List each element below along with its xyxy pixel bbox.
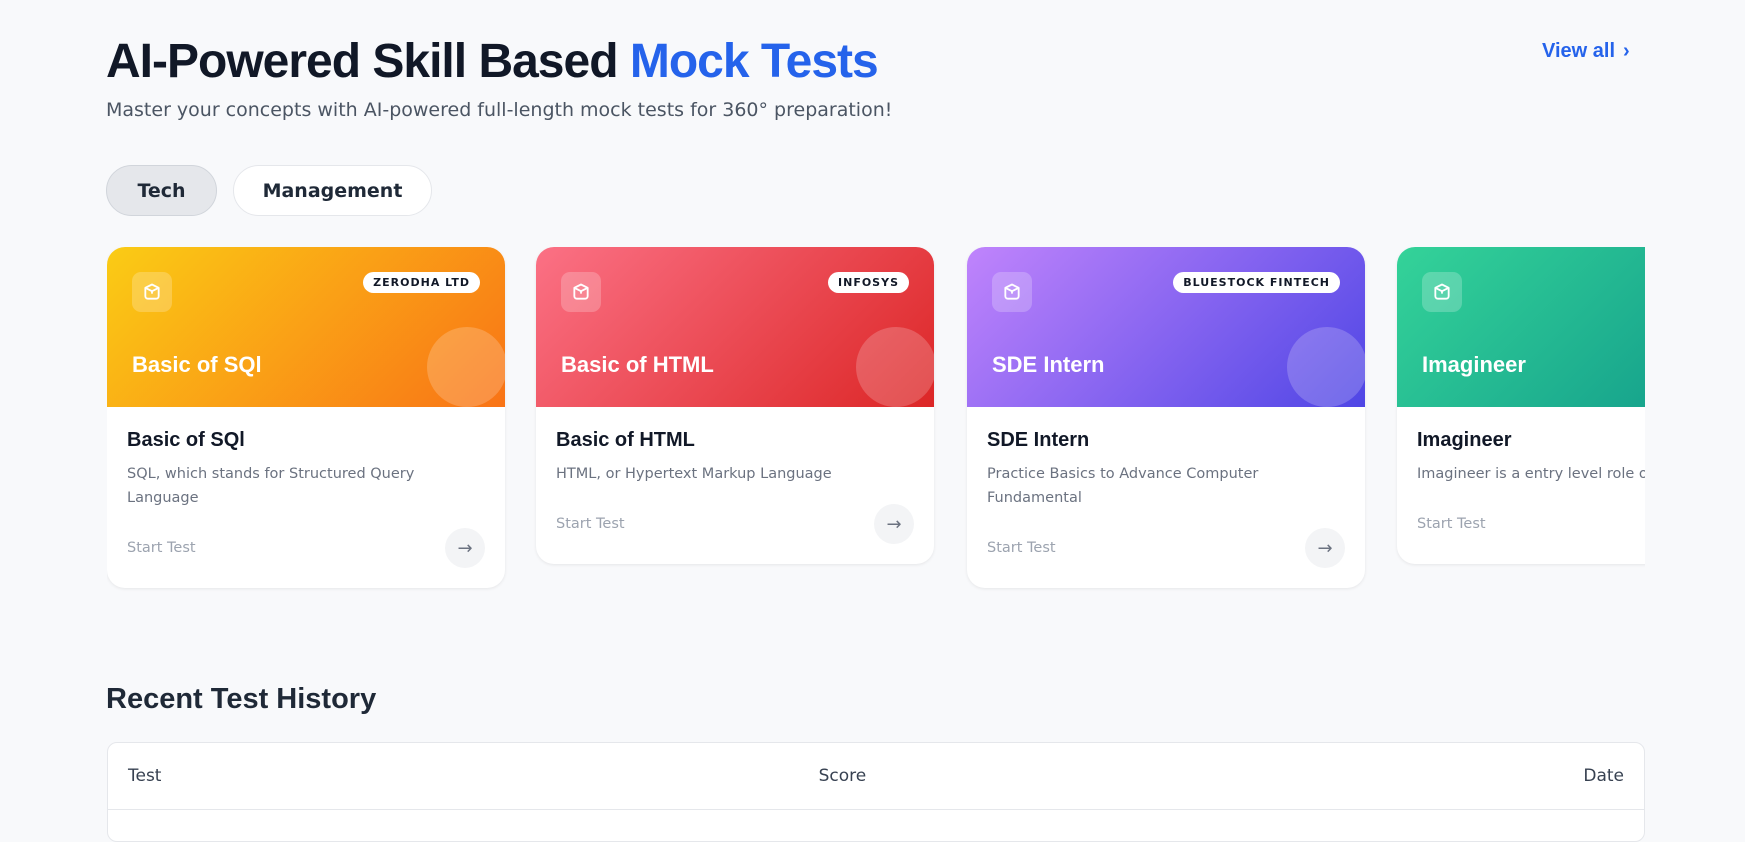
card-body: Basic of SQl SQL, which stands for Struc… xyxy=(107,407,505,588)
card-header: BLUESTOCK FINTECH SDE Intern xyxy=(967,247,1365,407)
arrow-right-icon[interactable]: → xyxy=(445,528,485,568)
start-test-link[interactable]: Start Test xyxy=(127,540,196,556)
card-title: Imagineer xyxy=(1417,429,1512,451)
card-header-title: Basic of SQl xyxy=(132,352,262,377)
title-accent: Mock Tests xyxy=(629,35,879,88)
tab-management[interactable]: Management xyxy=(233,165,432,216)
test-card[interactable]: FRA Imagineer Imagineer Imagineer is a e… xyxy=(1397,247,1645,564)
arrow-right-icon[interactable]: → xyxy=(874,504,914,544)
col-score: Score xyxy=(818,766,867,786)
card-header: ZERODHA LTD Basic of SQl xyxy=(107,247,505,407)
card-header: INFOSYS Basic of HTML xyxy=(536,247,934,407)
history-title: Recent Test History xyxy=(106,683,377,715)
card-header-title: Imagineer xyxy=(1422,352,1526,377)
page-title: AI-Powered Skill Based Mock Tests xyxy=(106,34,879,89)
view-all-label: View all xyxy=(1542,40,1616,62)
card-description-line: SQL, which stands for Structured Query xyxy=(127,466,415,482)
card-footer: Start Test → xyxy=(987,528,1345,568)
view-all-link[interactable]: View all › xyxy=(1542,40,1630,63)
page-subtitle: Master your concepts with AI-powered ful… xyxy=(106,99,893,121)
card-description-line: HTML, or Hypertext Markup Language xyxy=(556,466,832,482)
col-test: Test xyxy=(128,766,162,786)
card-description-line: Imagineer is a entry level role o xyxy=(1417,466,1645,482)
cube-icon xyxy=(992,272,1032,312)
card-footer: Start Test → xyxy=(1417,504,1645,544)
card-header-title: Basic of HTML xyxy=(561,352,714,377)
cube-icon xyxy=(132,272,172,312)
card-body: Basic of HTML HTML, or Hypertext Markup … xyxy=(536,407,934,564)
test-cards-carousel: ZERODHA LTD Basic of SQl Basic of SQl SQ… xyxy=(107,247,1645,607)
card-title: Basic of SQl xyxy=(127,429,245,451)
card-description: HTML, or Hypertext Markup Language xyxy=(556,462,914,486)
card-description: Practice Basics to Advance Computer Funda… xyxy=(987,462,1345,510)
chevron-right-icon: › xyxy=(1623,40,1630,62)
card-description: Imagineer is a entry level role o xyxy=(1417,462,1645,486)
card-description-line: Fundamental xyxy=(987,490,1082,506)
arrow-right-icon[interactable]: → xyxy=(1305,528,1345,568)
tab-tech[interactable]: Tech xyxy=(106,165,217,216)
history-table: Test Score Date xyxy=(107,742,1645,842)
decorative-circle xyxy=(1287,327,1365,407)
card-header-title: SDE Intern xyxy=(992,352,1105,377)
card-body: Imagineer Imagineer is a entry level rol… xyxy=(1397,407,1645,564)
test-card[interactable]: ZERODHA LTD Basic of SQl Basic of SQl SQ… xyxy=(107,247,505,588)
company-badge: INFOSYS xyxy=(828,272,909,293)
start-test-link[interactable]: Start Test xyxy=(987,540,1056,556)
card-header: FRA Imagineer xyxy=(1397,247,1645,407)
test-card[interactable]: BLUESTOCK FINTECH SDE Intern SDE Intern … xyxy=(967,247,1365,588)
start-test-link[interactable]: Start Test xyxy=(556,516,625,532)
company-badge: BLUESTOCK FINTECH xyxy=(1173,272,1340,293)
title-main: AI-Powered Skill Based xyxy=(106,35,630,88)
company-badge: ZERODHA LTD xyxy=(363,272,480,293)
start-test-link[interactable]: Start Test xyxy=(1417,516,1486,532)
decorative-circle xyxy=(856,327,934,407)
card-title: Basic of HTML xyxy=(556,429,695,451)
card-footer: Start Test → xyxy=(556,504,914,544)
test-card[interactable]: INFOSYS Basic of HTML Basic of HTML HTML… xyxy=(536,247,934,564)
cube-icon xyxy=(1422,272,1462,312)
table-header: Test Score Date xyxy=(108,743,1644,810)
card-title: SDE Intern xyxy=(987,429,1090,451)
card-description-line: Language xyxy=(127,490,199,506)
cube-icon xyxy=(561,272,601,312)
card-footer: Start Test → xyxy=(127,528,485,568)
card-description: SQL, which stands for Structured Query La… xyxy=(127,462,485,510)
col-date: Date xyxy=(1583,766,1624,786)
card-description-line: Practice Basics to Advance Computer xyxy=(987,466,1259,482)
decorative-circle xyxy=(427,327,505,407)
card-body: SDE Intern Practice Basics to Advance Co… xyxy=(967,407,1365,588)
